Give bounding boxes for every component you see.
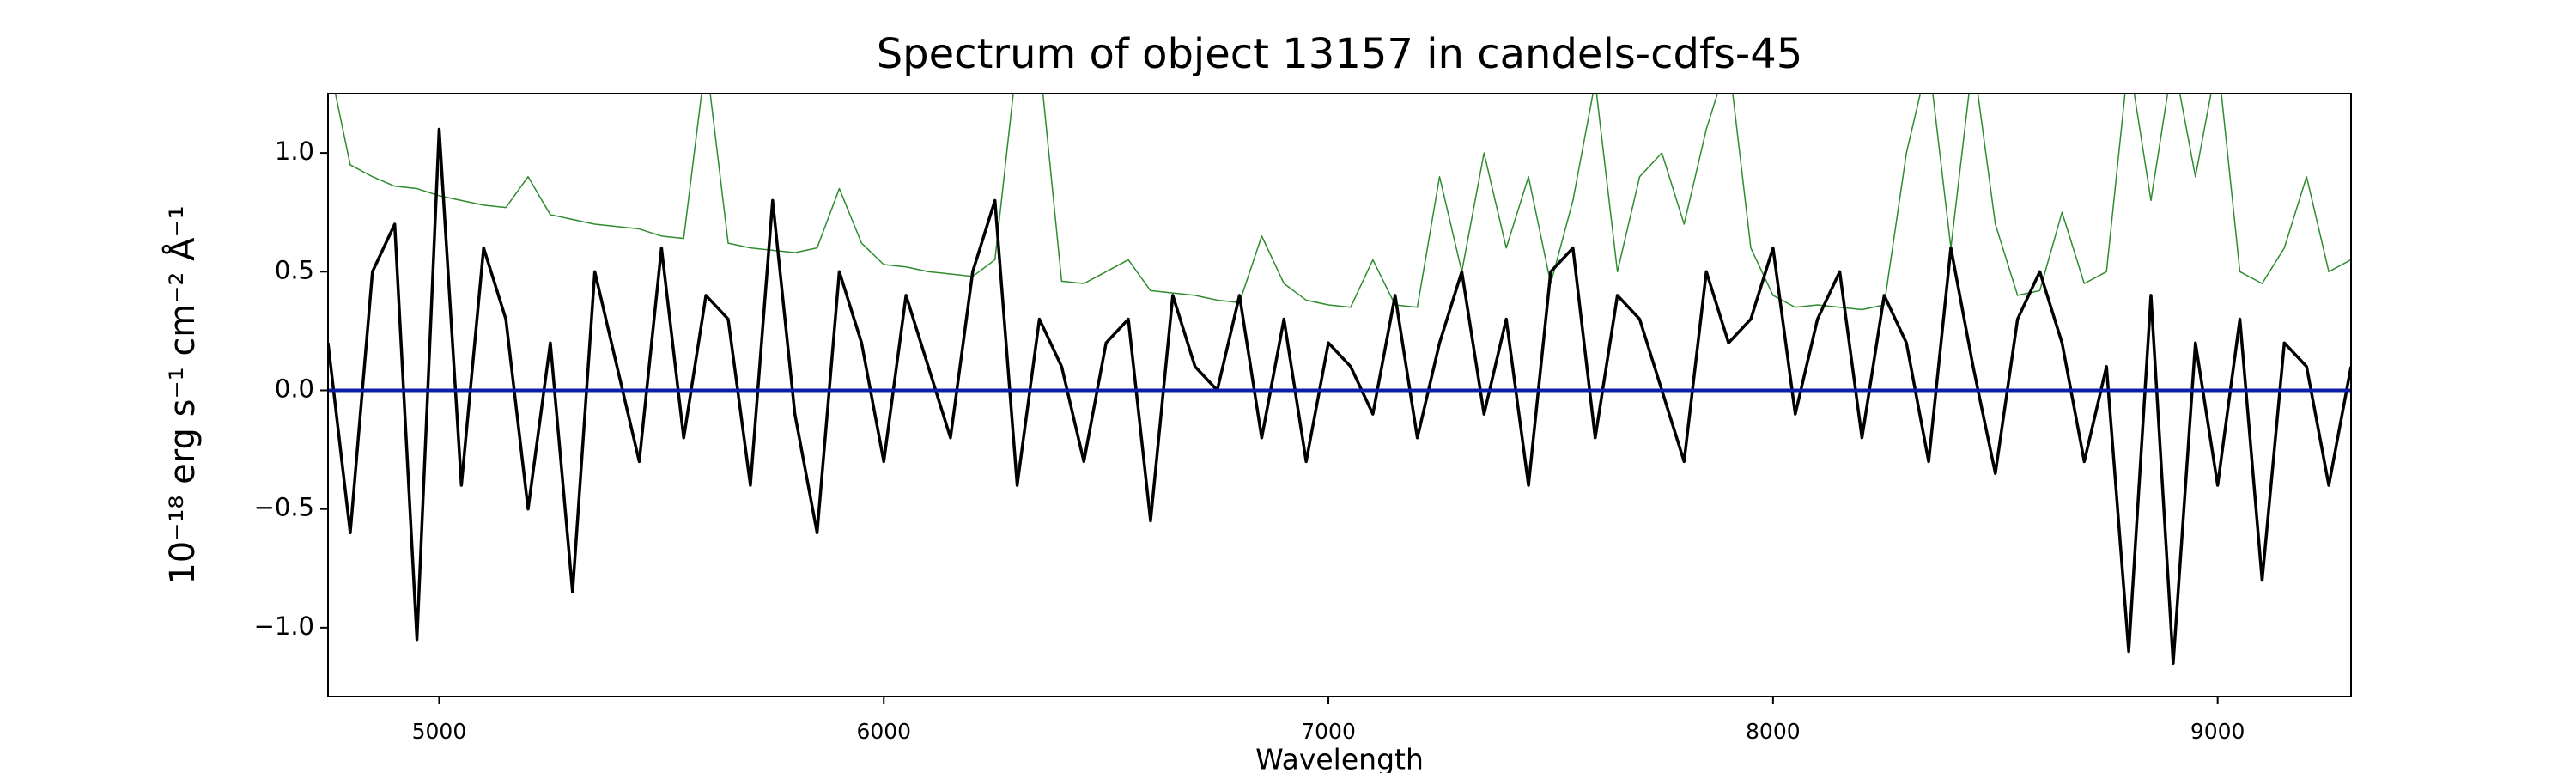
x-tick-label: 9000: [2190, 719, 2245, 744]
y-tick-label: −0.5: [254, 493, 314, 522]
y-tick-label: 1.0: [275, 137, 314, 166]
plot-frame: [327, 93, 2352, 697]
y-axis-label: 10⁻¹⁸ erg s⁻¹ cm⁻² Å⁻¹: [161, 205, 203, 584]
spectrum-line: [334, 94, 2351, 311]
y-tick-label: 0.5: [275, 255, 314, 284]
x-tick-label: 5000: [412, 719, 467, 744]
plot-lines: [328, 94, 2351, 666]
x-axis-label: Wavelength: [1255, 743, 1424, 773]
chart-title: Spectrum of object 13157 in candels-cdfs…: [877, 30, 1803, 78]
spectrum-line: [328, 127, 2351, 666]
y-tick-label: 0.0: [275, 374, 314, 403]
x-tick-label: 6000: [856, 719, 911, 744]
x-tick-label: 8000: [1746, 719, 1801, 744]
x-tick-label: 7000: [1301, 719, 1356, 744]
y-tick-label: −1.0: [254, 612, 314, 641]
